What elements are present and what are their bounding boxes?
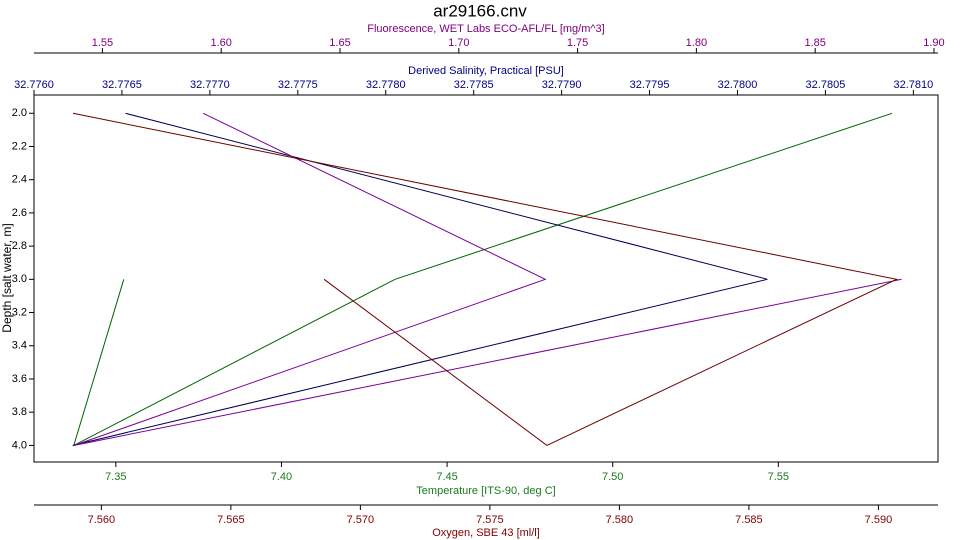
y-tick-label: 3.4 <box>12 340 27 352</box>
x-tick-label: 1.60 <box>211 37 232 49</box>
x-axis-label: Derived Salinity, Practical [PSU] <box>408 65 564 77</box>
y-tick-label: 2.6 <box>12 207 27 219</box>
x-tick-label: 7.585 <box>735 514 763 526</box>
x-tick-label: 1.80 <box>686 37 707 49</box>
x-tick-label: 32.7770 <box>190 79 230 91</box>
x-tick-label: 7.580 <box>606 514 634 526</box>
y-tick-label: 3.6 <box>12 373 27 385</box>
chart-title: ar29166.cnv <box>433 1 527 20</box>
y-tick-label: 2.4 <box>12 174 27 186</box>
x-tick-label: 7.590 <box>865 514 893 526</box>
y-tick-label: 2.8 <box>12 240 27 252</box>
profile-line <box>72 112 768 446</box>
x-tick-label: 7.35 <box>105 471 126 483</box>
y-axis-label: Depth [salt water, m] <box>0 223 14 332</box>
x-tick-label: 32.7805 <box>806 79 846 91</box>
y-tick-label: 2.0 <box>12 107 27 119</box>
x-tick-label: 1.85 <box>804 37 825 49</box>
y-tick-label: 3.2 <box>12 306 27 318</box>
x-tick-label: 32.7790 <box>542 79 582 91</box>
x-tick-label: 1.70 <box>448 37 469 49</box>
x-tick-label: 1.65 <box>329 37 350 49</box>
x-tick-label: 32.7785 <box>454 79 494 91</box>
x-tick-label: 7.560 <box>88 514 116 526</box>
x-tick-label: 32.7795 <box>630 79 670 91</box>
x-axis-label: Fluorescence, WET Labs ECO-AFL/FL [mg/m^… <box>367 23 604 35</box>
y-tick-label: 3.8 <box>12 406 27 418</box>
profile-line <box>72 112 893 447</box>
profile-line <box>72 112 899 446</box>
x-tick-label: 7.40 <box>271 471 292 483</box>
x-tick-label: 7.45 <box>436 471 457 483</box>
x-tick-label: 7.565 <box>217 514 245 526</box>
x-tick-label: 32.7800 <box>718 79 758 91</box>
x-tick-label: 7.570 <box>347 514 375 526</box>
x-tick-label: 32.7775 <box>278 79 318 91</box>
y-tick-label: 3.0 <box>12 273 27 285</box>
x-tick-label: 1.55 <box>92 37 113 49</box>
x-tick-label: 7.55 <box>768 471 789 483</box>
x-tick-label: 32.7810 <box>893 79 933 91</box>
y-tick-label: 2.2 <box>12 140 27 152</box>
x-axis-label: Oxygen, SBE 43 [ml/l] <box>432 527 540 539</box>
x-tick-label: 32.7780 <box>366 79 406 91</box>
x-tick-label: 32.7765 <box>102 79 142 91</box>
x-tick-label: 1.75 <box>567 37 588 49</box>
y-tick-label: 4.0 <box>12 439 27 451</box>
plot-frame <box>33 94 939 463</box>
x-tick-label: 32.7760 <box>14 79 54 91</box>
profile-line <box>74 112 902 446</box>
x-tick-label: 7.575 <box>476 514 504 526</box>
x-tick-label: 1.90 <box>923 37 944 49</box>
x-axis-label: Temperature [ITS-90, deg C] <box>416 485 555 497</box>
x-tick-label: 7.50 <box>602 471 623 483</box>
